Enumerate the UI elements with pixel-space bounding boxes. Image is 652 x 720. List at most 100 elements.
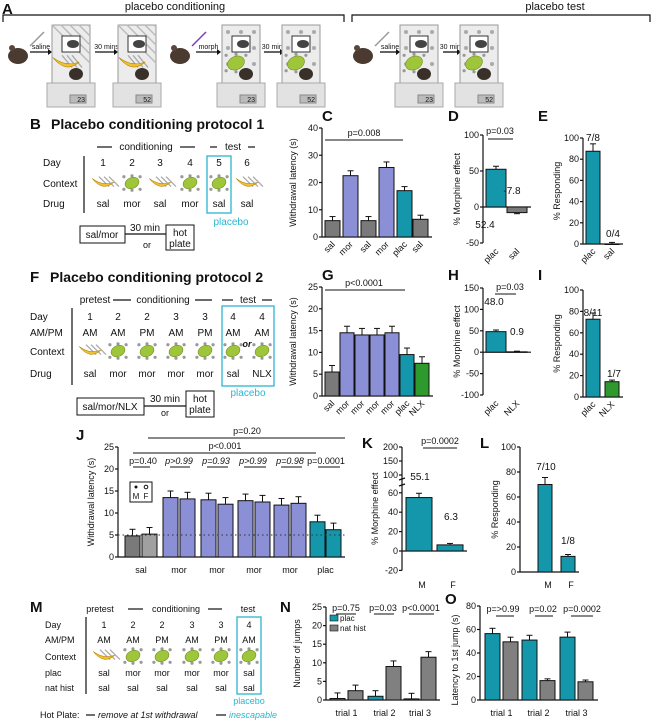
y-axis-label: Withdrawal latency (s): [288, 297, 298, 386]
y-tick-label: 40: [308, 123, 318, 133]
y-tick-label: 80: [466, 601, 476, 611]
lime-context-icon: [211, 647, 231, 665]
cell: mor: [196, 369, 214, 380]
y-tick-label: 80: [569, 306, 579, 316]
p-value-label: p=0.0002: [563, 604, 601, 614]
dot: [231, 356, 235, 360]
test-box: [236, 616, 262, 695]
mouse: [299, 68, 313, 80]
value-label: 55.1: [410, 472, 430, 483]
hot-plate-line2: plate: [169, 239, 191, 250]
panel-letter: F: [30, 269, 39, 286]
display: [69, 94, 87, 104]
axis-break: [398, 483, 406, 487]
y-axis-label: Withdrawal latency (s): [86, 458, 96, 547]
dot: [226, 46, 230, 50]
value-label: 6.3: [444, 512, 458, 523]
y-tick-label: 0: [109, 552, 114, 562]
bar-f: [436, 544, 464, 552]
y-tick-label: 20: [104, 464, 114, 474]
dot: [123, 648, 127, 652]
cell: 2: [144, 312, 150, 323]
y-tick-label: 15: [312, 639, 322, 649]
cell: sal: [243, 683, 255, 693]
bar-sal: [324, 371, 340, 397]
p-value-label: p=0.20: [233, 426, 261, 436]
row-label: AM/PM: [45, 635, 75, 645]
cell: sal: [213, 199, 226, 210]
lime-context-icon: [182, 647, 202, 665]
stripe: [104, 649, 116, 661]
stripe: [103, 176, 115, 188]
y-axis-label: % Responding: [490, 480, 500, 539]
display: [477, 94, 495, 104]
lime: [225, 344, 241, 358]
x-tick-label: mor: [209, 565, 225, 575]
x-tick-label: mor: [171, 565, 187, 575]
placebo-label: placebo: [230, 388, 265, 399]
x-tick-label: plac: [482, 398, 501, 417]
dot: [138, 187, 142, 191]
x-tick-label: trial 2: [527, 708, 549, 718]
cell: 1: [100, 158, 106, 169]
bar-f: [290, 502, 307, 558]
y-tick-label: 30: [308, 150, 318, 160]
bar-sal: [324, 220, 341, 238]
cell: AM: [126, 635, 140, 645]
y-tick-label: 25: [308, 282, 318, 292]
y-tick-label: 10: [312, 658, 322, 668]
y-tick-label: 0: [471, 695, 476, 705]
dot: [402, 69, 406, 73]
x-tick-label: trial 2: [373, 708, 395, 718]
dot: [138, 175, 142, 179]
arrowhead-icon: [48, 49, 52, 55]
dot: [168, 648, 172, 652]
y-tick-label: 60: [569, 328, 579, 338]
dot: [152, 648, 156, 652]
x-tick-label: NLX: [407, 398, 426, 417]
value-label: 7/10: [536, 462, 556, 473]
lime-context-icon: [224, 52, 248, 74]
x-tick-label: sal: [322, 239, 337, 254]
dot: [260, 342, 264, 346]
dot: [211, 660, 215, 664]
chart-panel-n: N 0 5 10 15 20 25 Number of jumps trial 1 trial 2…: [280, 599, 440, 718]
dot: [312, 62, 316, 66]
x-tick-label: plac: [390, 239, 409, 258]
bar-nat-hist: [420, 656, 437, 701]
dot: [402, 53, 406, 57]
row-label: AM/PM: [30, 328, 63, 339]
y-tick-label: 0: [474, 347, 479, 357]
scale-reading: 52: [143, 97, 151, 104]
row-label: Context: [30, 347, 65, 358]
hot-plate-line1: hot: [193, 394, 207, 405]
lime: [125, 649, 141, 663]
inescapable-label: inescapable: [229, 710, 277, 720]
legend-swatch: [329, 624, 339, 632]
dot: [239, 30, 243, 34]
bar-nlx: [604, 381, 620, 398]
chamber-on-hot-plate: 23: [394, 24, 444, 108]
cell: sal: [243, 668, 255, 678]
legend-label: F: [144, 492, 149, 501]
dot: [227, 660, 231, 664]
bar-plac: [484, 633, 501, 701]
arrowhead-icon: [457, 49, 461, 55]
p-value-label: p=0.40: [129, 456, 157, 466]
mouse: [417, 68, 431, 80]
dot: [211, 343, 215, 347]
dot: [145, 356, 149, 360]
y-tick-label: 0: [574, 392, 579, 402]
banana-context-icon: [235, 176, 264, 188]
x-tick-label: mor: [337, 239, 355, 257]
cell: 3: [157, 158, 163, 169]
y-tick-label: 20: [506, 542, 516, 552]
cell: 3: [202, 312, 208, 323]
dot: [430, 30, 434, 34]
dot: [490, 46, 494, 50]
bar-plac: [403, 698, 420, 701]
y-tick-label: 60: [569, 175, 579, 185]
